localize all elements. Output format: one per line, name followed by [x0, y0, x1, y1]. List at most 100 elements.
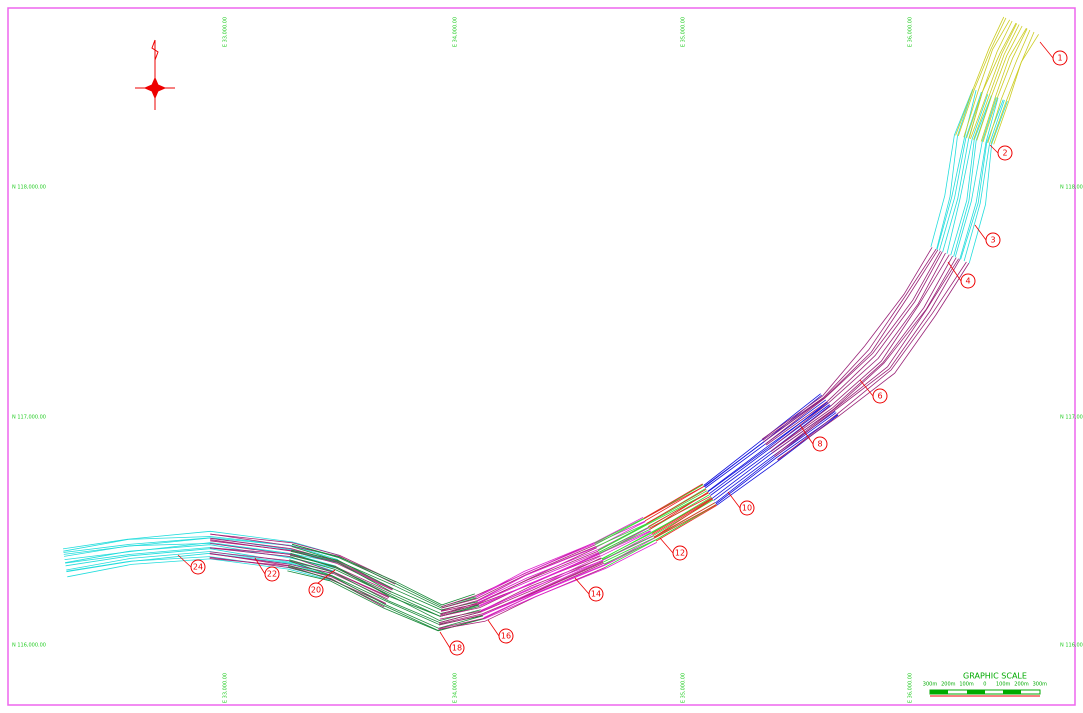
scale-tick-label: 200m [1014, 682, 1029, 688]
contour [595, 484, 704, 545]
section-label: 2 [1002, 149, 1007, 158]
section-marker [985, 232, 1001, 248]
contour [763, 249, 939, 443]
contour [770, 255, 953, 452]
contour [957, 17, 1007, 137]
section-label: 8 [817, 440, 822, 449]
contour [955, 16, 1005, 136]
section-marker [308, 582, 324, 598]
contour [653, 498, 713, 538]
contour [715, 412, 837, 504]
north-arrow [135, 39, 175, 110]
contour [481, 533, 653, 612]
contour [963, 99, 1005, 262]
contour [605, 503, 717, 568]
leader [177, 554, 192, 568]
contour [936, 90, 977, 250]
contour [289, 556, 481, 622]
northing-label: N 116,000.00 [1060, 643, 1083, 649]
contour [438, 566, 606, 630]
contour [939, 91, 982, 251]
contour [980, 27, 1027, 142]
contour [703, 393, 821, 486]
contour [968, 22, 1017, 139]
section-marker [672, 545, 688, 561]
leader [659, 537, 674, 554]
contour [968, 100, 1008, 264]
contour [644, 485, 705, 522]
section-label: 4 [965, 277, 970, 286]
section-marker [960, 273, 976, 289]
contour [601, 496, 712, 560]
easting-label: E 34,000.00 [453, 17, 459, 47]
leader [727, 491, 741, 509]
contour [477, 521, 646, 602]
scale-tick-label: 100m [959, 682, 974, 688]
contour [765, 250, 941, 445]
contour [930, 88, 974, 247]
contour [769, 252, 946, 450]
contour [773, 258, 959, 456]
section-marker [812, 436, 828, 452]
contour [210, 533, 397, 583]
leader [989, 144, 999, 154]
contour [655, 504, 718, 542]
section-marker [739, 500, 755, 516]
easting-label: E 36,000.00 [908, 673, 914, 703]
scale-tick-label: 300m [923, 682, 938, 688]
easting-label: E 36,000.00 [908, 17, 914, 47]
scale-tick-label: 100m [996, 682, 1011, 688]
contour [762, 248, 937, 441]
contour [652, 498, 713, 536]
section-label: 20 [311, 586, 321, 595]
scale-tick-label: 200m [941, 682, 956, 688]
northing-label: N 116,000.00 [12, 643, 46, 649]
section-marker [264, 566, 280, 582]
contour [209, 547, 390, 598]
contour [963, 19, 1011, 138]
contour [483, 539, 656, 619]
section-marker [997, 145, 1013, 161]
contour [987, 29, 1031, 144]
contour [954, 97, 997, 258]
northing-label: N 117,000.00 [12, 415, 46, 421]
contour [936, 88, 974, 250]
contour [597, 490, 708, 551]
contour [440, 555, 601, 617]
leader [947, 261, 962, 282]
contour [765, 251, 943, 446]
contour [777, 261, 967, 461]
contour [482, 535, 654, 616]
section-label: 14 [591, 590, 601, 599]
easting-label: E 33,000.00 [223, 673, 229, 703]
contour [62, 530, 341, 556]
contour [653, 502, 716, 538]
contour [715, 414, 838, 505]
leader [859, 379, 874, 397]
northing-label: N 117,000.00 [1060, 415, 1083, 421]
contour [777, 262, 970, 461]
leader [574, 577, 590, 595]
contour [479, 530, 651, 607]
contour [770, 254, 950, 452]
contour [973, 24, 1020, 140]
scale-title: GRAPHIC SCALE [963, 672, 1027, 681]
section-marker [449, 640, 465, 656]
easting-label: E 35,000.00 [681, 17, 687, 47]
contour [651, 497, 713, 535]
contour [210, 539, 393, 591]
contour [475, 520, 646, 598]
contour [990, 31, 1035, 144]
contour [772, 257, 957, 454]
northing-label: N 118,000.00 [12, 185, 46, 191]
section-label: 16 [501, 632, 511, 641]
contour [982, 28, 1028, 143]
contour [65, 548, 334, 572]
scale-tick-label: 300m [1033, 682, 1048, 688]
contour [946, 94, 989, 254]
section-marker [588, 586, 604, 602]
leader [799, 424, 814, 445]
contour [654, 504, 717, 539]
contour [993, 34, 1039, 145]
